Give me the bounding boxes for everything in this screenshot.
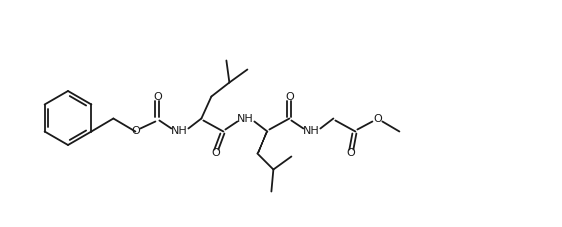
Text: NH: NH [303,126,320,136]
Text: O: O [211,148,220,158]
Text: NH: NH [237,114,254,123]
Text: NH: NH [171,126,188,136]
Text: O: O [346,148,355,158]
Text: O: O [285,91,294,101]
Text: O: O [131,126,140,136]
Text: O: O [373,114,382,123]
Text: O: O [153,91,162,101]
